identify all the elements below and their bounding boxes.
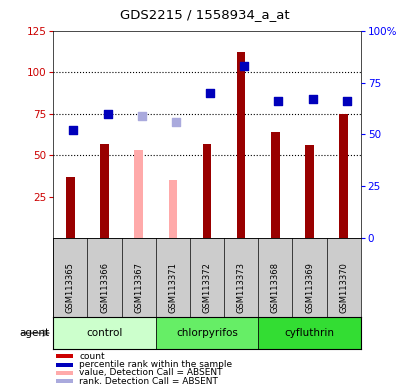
Bar — [66, 177, 74, 238]
Text: rank, Detection Call = ABSENT: rank, Detection Call = ABSENT — [79, 377, 218, 384]
Point — [274, 98, 281, 104]
Text: GDS2215 / 1558934_a_at: GDS2215 / 1558934_a_at — [120, 8, 289, 21]
Bar — [236, 52, 245, 238]
Text: GSM113365: GSM113365 — [66, 262, 75, 313]
Text: GSM113373: GSM113373 — [236, 262, 245, 313]
Text: value, Detection Call = ABSENT: value, Detection Call = ABSENT — [79, 368, 222, 377]
Text: GSM113372: GSM113372 — [202, 262, 211, 313]
Point — [240, 63, 247, 69]
Text: chlorpyrifos: chlorpyrifos — [176, 328, 237, 338]
Bar — [202, 144, 211, 238]
Bar — [134, 150, 143, 238]
Point — [104, 111, 110, 117]
Text: GSM113370: GSM113370 — [338, 262, 347, 313]
FancyBboxPatch shape — [155, 317, 258, 349]
FancyBboxPatch shape — [53, 317, 155, 349]
Text: cyfluthrin: cyfluthrin — [284, 328, 334, 338]
Point — [343, 98, 349, 104]
Text: control: control — [86, 328, 122, 338]
Point — [206, 90, 213, 96]
Point — [308, 96, 315, 102]
Text: GSM113367: GSM113367 — [134, 262, 143, 313]
Text: GSM113368: GSM113368 — [270, 262, 279, 313]
Bar — [56, 354, 73, 358]
Point — [172, 119, 179, 125]
Bar — [56, 363, 73, 367]
Point — [70, 127, 76, 133]
FancyBboxPatch shape — [258, 317, 360, 349]
Bar — [305, 145, 313, 238]
Bar — [270, 132, 279, 238]
Bar — [100, 144, 108, 238]
Text: GSM113366: GSM113366 — [100, 262, 109, 313]
Bar — [339, 114, 347, 238]
Text: percentile rank within the sample: percentile rank within the sample — [79, 360, 232, 369]
Text: GSM113371: GSM113371 — [168, 262, 177, 313]
Bar — [168, 180, 177, 238]
Point — [138, 113, 145, 119]
Bar — [56, 379, 73, 383]
Text: count: count — [79, 352, 105, 361]
Bar — [56, 371, 73, 375]
Text: agent: agent — [19, 328, 49, 338]
Text: GSM113369: GSM113369 — [304, 262, 313, 313]
